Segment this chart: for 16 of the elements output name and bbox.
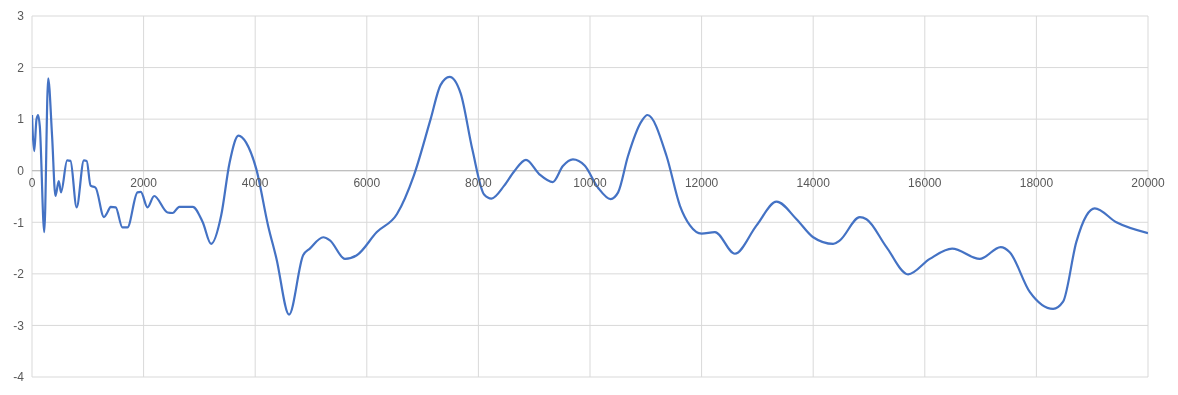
y-tick-label: 3 (17, 9, 25, 24)
y-tick-label: 0 (17, 163, 25, 178)
x-tick-label: 18000 (1019, 175, 1054, 190)
y-tick-label: 1 (17, 112, 25, 127)
y-tick-label: -1 (13, 215, 25, 230)
x-tick-label: 2000 (130, 175, 158, 190)
x-tick-label: 20000 (1131, 175, 1166, 190)
y-tick-label: -2 (13, 267, 25, 282)
y-tick-label: -4 (13, 370, 25, 385)
x-tick-label: 16000 (908, 175, 942, 190)
x-tick-label: 0 (28, 175, 36, 190)
x-tick-label: 12000 (684, 175, 719, 190)
y-tick-label: 2 (17, 60, 25, 75)
x-tick-label: 6000 (353, 175, 381, 190)
x-tick-label: 14000 (796, 175, 831, 190)
y-tick-label: -3 (13, 318, 25, 333)
